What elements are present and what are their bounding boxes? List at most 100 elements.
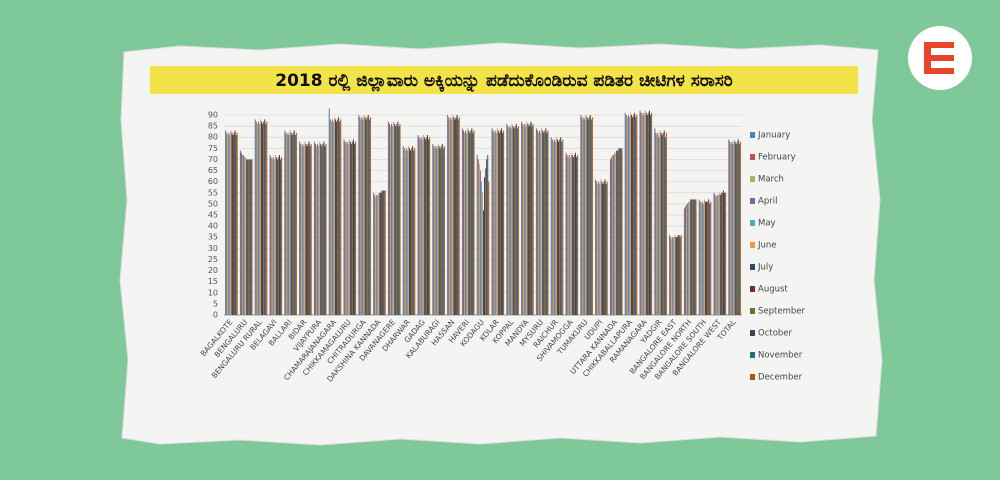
bar: [669, 235, 671, 315]
bar: [670, 237, 672, 315]
bar: [565, 152, 567, 315]
bar: [718, 192, 720, 315]
y-tick-label: 70: [208, 155, 218, 164]
bar: [306, 146, 308, 315]
bar: [695, 199, 697, 315]
bar: [396, 123, 398, 315]
bar: [584, 119, 586, 315]
legend-swatch: [750, 330, 755, 336]
bar: [443, 146, 445, 315]
bar: [603, 181, 605, 315]
bar: [432, 143, 434, 315]
bar: [660, 132, 662, 315]
bar: [488, 181, 490, 315]
bar: [732, 143, 734, 315]
bar: [559, 139, 561, 315]
bar: [539, 130, 541, 315]
bar: [417, 135, 419, 315]
bar: [627, 115, 629, 315]
bar: [255, 121, 257, 316]
bar: [355, 141, 357, 315]
bar: [683, 208, 685, 315]
bar: [249, 159, 251, 315]
bar: [547, 130, 549, 315]
bar: [481, 192, 483, 315]
bar: [423, 137, 425, 315]
bar: [232, 135, 234, 315]
bar: [380, 192, 382, 315]
bar: [310, 143, 312, 315]
bar: [247, 159, 249, 315]
bar: [523, 126, 525, 315]
bar: [645, 112, 647, 316]
bar: [733, 139, 735, 315]
bar: [285, 132, 287, 315]
bar: [353, 143, 356, 315]
legend-label: April: [758, 197, 777, 207]
bar: [369, 117, 371, 315]
bar: [618, 148, 620, 315]
bar: [413, 150, 415, 315]
bar: [303, 146, 305, 315]
bar: [480, 181, 482, 315]
bar: [256, 123, 258, 315]
bar: [377, 195, 379, 315]
legend-label: February: [758, 153, 796, 163]
bar: [633, 115, 635, 315]
bar: [381, 190, 383, 315]
bar: [514, 126, 516, 315]
bar: [411, 148, 413, 315]
bar: [436, 148, 438, 315]
legend-swatch: [750, 286, 755, 292]
bar: [484, 177, 486, 315]
bar: [526, 121, 528, 316]
bar: [382, 190, 384, 315]
bar: [462, 130, 465, 315]
bar: [605, 183, 607, 315]
y-tick-label: 10: [208, 288, 218, 297]
y-tick-label: 65: [208, 166, 218, 175]
bar: [528, 126, 530, 315]
bar: [336, 121, 338, 316]
bar: [269, 155, 271, 315]
bar: [295, 132, 297, 315]
bar: [233, 132, 235, 315]
bar: [351, 141, 353, 315]
bar: [325, 143, 327, 315]
bar: [571, 155, 573, 315]
bar: [477, 159, 479, 315]
bar: [305, 143, 307, 315]
y-tick-label: 75: [208, 144, 218, 153]
bar: [403, 148, 405, 315]
bar: [716, 195, 718, 315]
bar: [316, 146, 318, 315]
bar: [710, 201, 712, 315]
bar: [262, 123, 264, 315]
logo-icon: [924, 42, 954, 74]
bar: [560, 137, 562, 315]
bar: [574, 152, 576, 315]
bar: [340, 119, 342, 315]
bar: [572, 157, 574, 315]
bar: [557, 139, 559, 315]
bar: [457, 119, 459, 315]
bar: [275, 157, 277, 315]
y-tick-label: 50: [208, 199, 218, 208]
bar: [700, 203, 702, 315]
bar: [610, 157, 613, 315]
bar: [335, 119, 337, 315]
bar: [600, 179, 602, 315]
bar: [441, 143, 443, 315]
bar: [265, 123, 267, 315]
bar: [379, 192, 381, 315]
legend-swatch: [750, 374, 755, 380]
bar: [676, 237, 678, 315]
bar: [657, 132, 659, 315]
bar: [230, 130, 232, 315]
bar: [730, 143, 732, 315]
bar: [531, 126, 533, 315]
bar: [271, 159, 273, 315]
bar: [231, 132, 233, 315]
bar: [422, 135, 424, 315]
bar: [361, 117, 363, 315]
